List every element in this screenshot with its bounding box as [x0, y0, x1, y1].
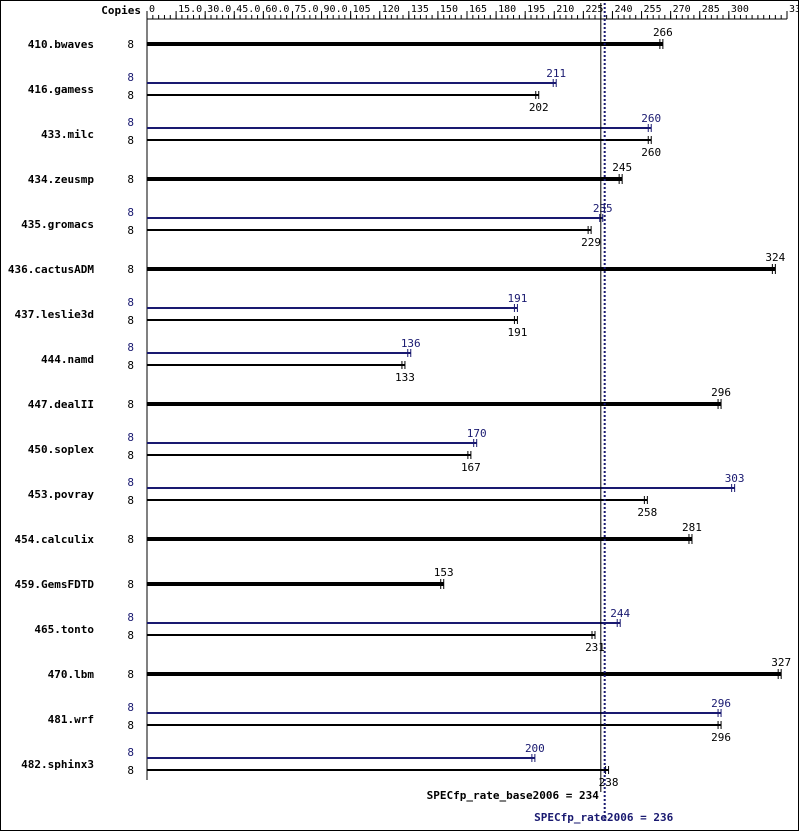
x-tick-label: 240	[614, 4, 632, 15]
x-tick-label: 75.0	[294, 4, 318, 15]
base-copies-value: 8	[127, 224, 134, 237]
peak-value-label: 211	[546, 67, 566, 80]
value-label: 153	[434, 566, 454, 579]
x-tick-label: 150	[440, 4, 458, 15]
x-tick-label: 165	[469, 4, 487, 15]
base-copies-value: 8	[127, 764, 134, 777]
x-tick-label: 105	[353, 4, 371, 15]
base-reference-label: SPECfp_rate_base2006 = 234	[427, 789, 600, 802]
copies-value: 8	[127, 263, 134, 276]
base-value-label: 296	[711, 731, 731, 744]
peak-value-label: 303	[725, 472, 745, 485]
peak-reference-label: SPECfp_rate2006 = 236	[534, 811, 673, 824]
x-tick-label: 330	[789, 4, 799, 15]
x-tick-label: 210	[556, 4, 574, 15]
x-tick-label: 45.0	[236, 4, 260, 15]
base-copies-value: 8	[127, 629, 134, 642]
peak-copies-value: 8	[127, 206, 134, 219]
peak-copies-value: 8	[127, 431, 134, 444]
peak-copies-value: 8	[127, 701, 134, 714]
benchmark-label: 416.gamess	[28, 83, 94, 96]
peak-value-label: 235	[593, 202, 613, 215]
peak-value-label: 296	[711, 697, 731, 710]
value-label: 245	[612, 161, 632, 174]
base-copies-value: 8	[127, 89, 134, 102]
base-copies-value: 8	[127, 314, 134, 327]
peak-value-label: 136	[401, 337, 421, 350]
base-value-label: 260	[641, 146, 661, 159]
value-label: 296	[711, 386, 731, 399]
peak-value-label: 200	[525, 742, 545, 755]
value-label: 266	[653, 26, 673, 39]
base-value-label: 202	[529, 101, 549, 114]
peak-copies-value: 8	[127, 746, 134, 759]
x-tick-label: 255	[644, 4, 662, 15]
base-copies-value: 8	[127, 134, 134, 147]
benchmark-label: 436.cactusADM	[8, 263, 94, 276]
benchmark-label: 435.gromacs	[21, 218, 94, 231]
value-label: 281	[682, 521, 702, 534]
benchmark-label: 481.wrf	[48, 713, 94, 726]
peak-copies-value: 8	[127, 296, 134, 309]
base-copies-value: 8	[127, 359, 134, 372]
peak-value-label: 260	[641, 112, 661, 125]
benchmark-label: 454.calculix	[15, 533, 95, 546]
x-tick-label: 0	[149, 4, 155, 15]
base-value-label: 133	[395, 371, 415, 384]
copies-value: 8	[127, 578, 134, 591]
x-tick-label: 120	[382, 4, 400, 15]
peak-value-label: 191	[507, 292, 527, 305]
benchmark-label: 459.GemsFDTD	[15, 578, 95, 591]
x-tick-label: 300	[731, 4, 749, 15]
benchmark-label: 434.zeusmp	[28, 173, 95, 186]
base-copies-value: 8	[127, 494, 134, 507]
copies-value: 8	[127, 398, 134, 411]
peak-copies-value: 8	[127, 476, 134, 489]
benchmark-label: 410.bwaves	[28, 38, 94, 51]
benchmark-label: 447.dealII	[28, 398, 94, 411]
peak-copies-value: 8	[127, 71, 134, 84]
base-value-label: 229	[581, 236, 601, 249]
x-tick-label: 30.0	[207, 4, 231, 15]
peak-value-label: 170	[467, 427, 487, 440]
benchmark-label: 450.soplex	[28, 443, 95, 456]
peak-value-label: 244	[610, 607, 630, 620]
x-tick-label: 285	[702, 4, 720, 15]
x-tick-label: 15.0	[178, 4, 202, 15]
x-tick-label: 270	[673, 4, 691, 15]
x-tick-label: 90.0	[324, 4, 348, 15]
value-label: 327	[771, 656, 791, 669]
benchmark-label: 470.lbm	[48, 668, 95, 681]
x-tick-label: 195	[527, 4, 545, 15]
benchmark-label: 453.povray	[28, 488, 95, 501]
x-tick-label: 135	[411, 4, 429, 15]
benchmark-label: 482.sphinx3	[21, 758, 94, 771]
copies-value: 8	[127, 38, 134, 51]
copies-value: 8	[127, 668, 134, 681]
base-value-label: 231	[585, 641, 605, 654]
benchmark-label: 433.milc	[41, 128, 94, 141]
peak-copies-value: 8	[127, 116, 134, 129]
copies-value: 8	[127, 173, 134, 186]
copies-header: Copies	[101, 4, 141, 17]
base-value-label: 167	[461, 461, 481, 474]
benchmark-label: 437.leslie3d	[15, 308, 94, 321]
peak-copies-value: 8	[127, 611, 134, 624]
value-label: 324	[765, 251, 785, 264]
benchmark-label: 444.namd	[41, 353, 94, 366]
x-tick-label: 60.0	[265, 4, 289, 15]
x-tick-label: 180	[498, 4, 516, 15]
benchmark-label: 465.tonto	[34, 623, 94, 636]
base-copies-value: 8	[127, 719, 134, 732]
peak-copies-value: 8	[127, 341, 134, 354]
base-value-label: 238	[599, 776, 619, 789]
base-copies-value: 8	[127, 449, 134, 462]
base-value-label: 191	[507, 326, 527, 339]
base-value-label: 258	[637, 506, 657, 519]
x-tick-label: 225	[585, 4, 603, 15]
copies-value: 8	[127, 533, 134, 546]
